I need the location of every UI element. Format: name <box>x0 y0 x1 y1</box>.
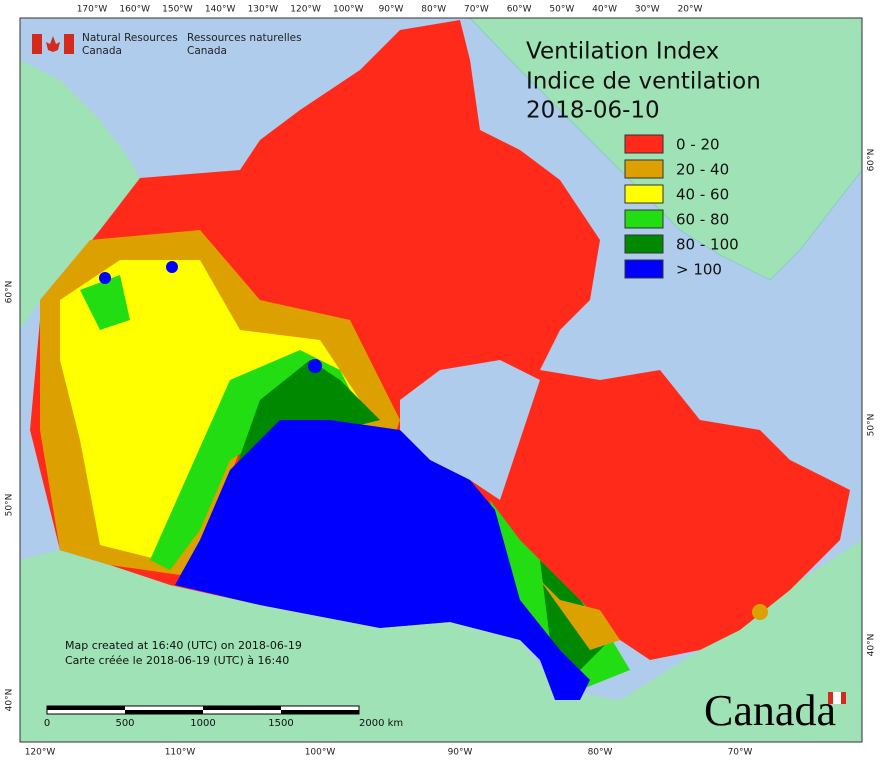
longitude-label: 140°W <box>205 5 236 15</box>
latitude-label: 50°N <box>867 414 877 437</box>
zone-20-40 <box>540 580 620 650</box>
flag-leaf <box>46 36 60 52</box>
zone-20-40 <box>752 604 768 620</box>
zone-60-80 <box>80 275 130 330</box>
longitude-label: 110°W <box>165 748 196 758</box>
longitude-label: 40°W <box>592 5 617 15</box>
title: Ventilation Index <box>526 39 719 65</box>
longitude-label: 60°W <box>507 5 532 15</box>
scale-label: 500 <box>115 718 134 729</box>
zone-100-plus <box>99 272 111 284</box>
flag-bar <box>32 34 42 54</box>
title: Indice de ventilation <box>526 69 761 95</box>
longitude-label: 80°W <box>421 5 446 15</box>
longitude-label: 160°W <box>119 5 150 15</box>
agency-fr: Ressources naturelles <box>187 32 302 44</box>
legend-swatch <box>624 134 664 154</box>
scale-label: 1000 <box>190 718 215 729</box>
legend-label: 80 - 100 <box>676 236 739 254</box>
hudson-bay <box>400 360 540 500</box>
legend-swatch <box>624 184 664 204</box>
longitude-label: 90°W <box>379 5 404 15</box>
latitude-label: 60°N <box>5 281 15 304</box>
longitude-label: 70°W <box>464 5 489 15</box>
legend-label: 0 - 20 <box>676 136 720 154</box>
latitude-label: 50°N <box>5 494 15 517</box>
agency-en: Canada <box>82 45 122 57</box>
note: Map created at 16:40 (UTC) on 2018-06-19 <box>65 639 302 652</box>
scale-label: 0 <box>44 718 50 729</box>
longitude-label: 30°W <box>635 5 660 15</box>
map-frame <box>19 17 863 743</box>
latitude-label: 40°N <box>5 689 15 712</box>
zone-40-60 <box>60 260 360 560</box>
longitude-label: 70°W <box>728 748 753 758</box>
legend-swatch <box>624 209 664 229</box>
wordmark-flag <box>833 692 841 704</box>
wordmark: Canada <box>704 686 836 735</box>
longitude-label: 20°W <box>678 5 703 15</box>
longitude-label: 150°W <box>162 5 193 15</box>
latitude-label: 40°N <box>867 634 877 657</box>
longitude-label: 120°W <box>25 748 56 758</box>
zone-80-100 <box>210 360 380 540</box>
scale-bar <box>46 705 360 715</box>
note: Carte créée le 2018-06-19 (UTC) à 16:40 <box>65 654 289 667</box>
longitude-label: 50°W <box>549 5 574 15</box>
longitude-label: 80°W <box>588 748 613 758</box>
zone-100-plus <box>166 261 178 273</box>
legend-swatch <box>624 159 664 179</box>
longitude-label: 170°W <box>77 5 108 15</box>
longitude-label: 100°W <box>333 5 364 15</box>
longitude-label: 100°W <box>305 748 336 758</box>
latitude-label: 60°N <box>867 149 877 172</box>
alaska <box>20 18 140 330</box>
scale-label: 1500 <box>268 718 293 729</box>
longitude-label: 90°W <box>448 748 473 758</box>
longitude-label: 130°W <box>248 5 279 15</box>
legend-label: 60 - 80 <box>676 211 729 229</box>
zone-100-plus <box>308 359 322 373</box>
agency-en: Natural Resources <box>82 32 178 44</box>
legend-swatch <box>624 234 664 254</box>
title: 2018-06-10 <box>526 98 660 124</box>
zone-100-plus <box>175 420 590 700</box>
usa <box>20 540 862 742</box>
agency-fr: Canada <box>187 45 227 57</box>
legend-label: 20 - 40 <box>676 161 729 179</box>
legend-label: 40 - 60 <box>676 186 729 204</box>
flag-bar <box>64 34 74 54</box>
scale-label: 2000 km <box>359 718 403 729</box>
legend-label: > 100 <box>676 261 722 279</box>
legend-swatch <box>624 259 664 279</box>
longitude-label: 120°W <box>290 5 321 15</box>
